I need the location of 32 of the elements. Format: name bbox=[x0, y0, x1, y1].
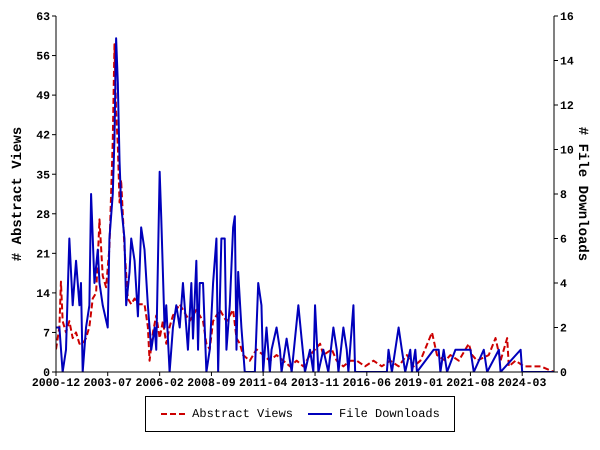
x-tick-label: 2003-07 bbox=[84, 377, 132, 390]
x-tick-label: 2016-06 bbox=[342, 377, 392, 390]
y-tick-label: 35 bbox=[36, 169, 50, 182]
y2-axis-title: # File Downloads bbox=[574, 126, 590, 262]
y2-tick-label: 2 bbox=[560, 322, 567, 336]
x-tick-label: 2006-02 bbox=[136, 377, 184, 390]
x-tick-label: 2008-09 bbox=[187, 377, 236, 390]
y2-tick-label: 10 bbox=[560, 144, 574, 158]
y-tick-label: 49 bbox=[36, 90, 50, 104]
x-tick-label: 2019-01 bbox=[394, 377, 443, 390]
legend-label: File Downloads bbox=[339, 407, 440, 421]
y2-tick-label: 8 bbox=[560, 189, 567, 202]
x-tick-label: 2011-04 bbox=[239, 377, 288, 390]
y2-tick-label: 14 bbox=[560, 56, 574, 69]
y-axis-title: # Abstract Views bbox=[10, 126, 26, 262]
y2-tick-label: 16 bbox=[560, 11, 574, 24]
y-tick-label: 42 bbox=[36, 130, 50, 143]
y-tick-label: 7 bbox=[43, 328, 50, 341]
y2-tick-label: 12 bbox=[560, 100, 574, 114]
y2-tick-label: 4 bbox=[560, 278, 567, 292]
legend-label: Abstract Views bbox=[192, 407, 293, 421]
x-tick-label: 2013-11 bbox=[290, 377, 340, 390]
y-tick-label: 63 bbox=[36, 11, 50, 24]
y-tick-label: 28 bbox=[36, 208, 50, 222]
y2-tick-label: 0 bbox=[560, 367, 567, 380]
y-tick-label: 21 bbox=[36, 248, 50, 262]
x-tick-label: 2024-03 bbox=[498, 377, 546, 390]
y2-tick-label: 6 bbox=[560, 234, 567, 247]
x-tick-label: 2000-12 bbox=[32, 377, 80, 390]
x-tick-label: 2021-08 bbox=[446, 377, 495, 390]
y-tick-label: 56 bbox=[36, 50, 50, 64]
y-tick-label: 14 bbox=[36, 288, 50, 301]
